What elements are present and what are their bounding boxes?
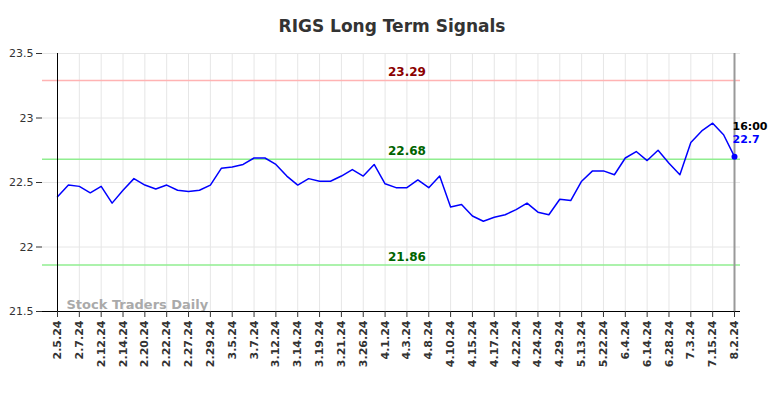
svg-text:16:00: 16:00 bbox=[733, 120, 768, 133]
svg-text:23.5: 23.5 bbox=[9, 47, 34, 60]
svg-text:3.7.24: 3.7.24 bbox=[248, 320, 261, 359]
svg-text:21.5: 21.5 bbox=[9, 305, 34, 318]
svg-text:21.86: 21.86 bbox=[388, 250, 426, 264]
svg-text:2.12.24: 2.12.24 bbox=[95, 320, 108, 367]
svg-text:7.3.24: 7.3.24 bbox=[684, 320, 697, 359]
svg-text:6.28.24: 6.28.24 bbox=[663, 320, 676, 367]
svg-text:2.22.24: 2.22.24 bbox=[160, 320, 173, 367]
svg-text:2.27.24: 2.27.24 bbox=[182, 320, 195, 367]
svg-text:3.5.24: 3.5.24 bbox=[226, 320, 239, 359]
svg-text:2.20.24: 2.20.24 bbox=[138, 320, 151, 367]
svg-text:22.5: 22.5 bbox=[9, 176, 34, 189]
svg-text:3.26.24: 3.26.24 bbox=[357, 320, 370, 367]
svg-text:4.17.24: 4.17.24 bbox=[488, 320, 501, 367]
svg-text:7.15.24: 7.15.24 bbox=[706, 320, 719, 367]
svg-text:4.3.24: 4.3.24 bbox=[400, 320, 413, 359]
svg-text:8.2.24: 8.2.24 bbox=[728, 320, 741, 359]
svg-text:22: 22 bbox=[20, 241, 34, 254]
svg-text:2.5.24: 2.5.24 bbox=[51, 320, 64, 359]
html-text:RIGS Long Term Signals: RIGS Long Term Signals bbox=[278, 16, 506, 36]
svg-text:3.19.24: 3.19.24 bbox=[313, 320, 326, 367]
svg-text:2.14.24: 2.14.24 bbox=[117, 320, 130, 367]
svg-text:3.12.24: 3.12.24 bbox=[269, 320, 282, 367]
svg-text:5.22.24: 5.22.24 bbox=[597, 320, 610, 367]
svg-text:6.14.24: 6.14.24 bbox=[641, 320, 654, 367]
svg-text:23.29: 23.29 bbox=[388, 65, 426, 79]
svg-text:4.8.24: 4.8.24 bbox=[422, 320, 435, 359]
svg-text:2.29.24: 2.29.24 bbox=[204, 320, 217, 367]
svg-text:3.21.24: 3.21.24 bbox=[335, 320, 348, 367]
svg-text:4.1.24: 4.1.24 bbox=[379, 320, 392, 359]
svg-text:3.14.24: 3.14.24 bbox=[291, 320, 304, 367]
svg-text:4.10.24: 4.10.24 bbox=[444, 320, 457, 367]
svg-text:2.7.24: 2.7.24 bbox=[73, 320, 86, 359]
svg-text:22.7: 22.7 bbox=[733, 133, 760, 146]
svg-text:4.22.24: 4.22.24 bbox=[510, 320, 523, 367]
svg-text:6.4.24: 6.4.24 bbox=[619, 320, 632, 359]
svg-text:23: 23 bbox=[20, 112, 34, 125]
svg-text:5.13.24: 5.13.24 bbox=[575, 320, 588, 367]
svg-text:4.15.24: 4.15.24 bbox=[466, 320, 479, 367]
svg-text:4.29.24: 4.29.24 bbox=[553, 320, 566, 367]
svg-text:4.24.24: 4.24.24 bbox=[531, 320, 544, 367]
svg-text:Stock Traders Daily: Stock Traders Daily bbox=[67, 297, 209, 312]
svg-text:22.68: 22.68 bbox=[388, 144, 426, 158]
